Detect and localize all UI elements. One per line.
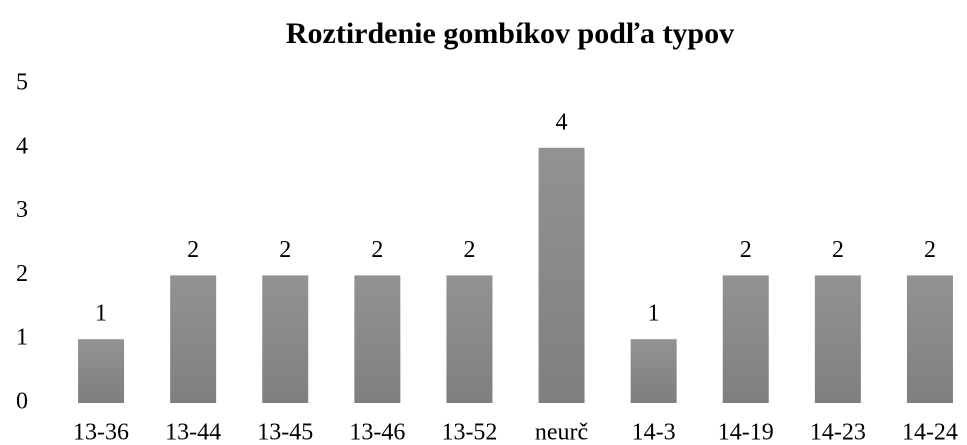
bar: [630, 339, 677, 403]
x-tick-label: 14-19: [718, 420, 774, 445]
bar: [170, 275, 217, 403]
data-label: 4: [556, 109, 568, 135]
data-label: 2: [371, 237, 383, 263]
data-label: 1: [648, 301, 660, 327]
x-tick-label: 13-46: [349, 420, 405, 445]
x-tick-label: 14-3: [632, 420, 676, 445]
bar: [814, 275, 861, 403]
x-tick-label: 14-23: [810, 420, 866, 445]
bar: [78, 339, 125, 403]
bar: [354, 275, 401, 403]
y-tick-label: 2: [16, 261, 28, 287]
data-label: 2: [463, 237, 475, 263]
x-tick-label: 13-52: [441, 420, 497, 445]
y-tick-label: 0: [16, 389, 28, 415]
bar: [262, 275, 309, 403]
bar: [538, 147, 585, 403]
bar: [906, 275, 953, 403]
x-tick-label: neurč: [535, 420, 588, 445]
y-tick-label: 5: [16, 70, 28, 96]
data-label: 2: [832, 237, 844, 263]
data-label: 2: [279, 237, 291, 263]
bar: [446, 275, 493, 403]
y-tick-label: 1: [16, 325, 28, 351]
bar: [722, 275, 769, 403]
x-tick-label: 14-24: [902, 420, 958, 445]
data-label: 2: [740, 237, 752, 263]
chart-title: Roztirdenie gombíkov podľa typov: [286, 17, 734, 50]
data-label: 2: [924, 237, 936, 263]
y-tick-label: 4: [16, 133, 28, 159]
y-tick-label: 3: [16, 197, 28, 223]
x-tick-label: 13-36: [73, 420, 129, 445]
x-tick-label: 13-44: [165, 420, 221, 445]
data-label: 1: [95, 301, 107, 327]
x-tick-label: 13-45: [257, 420, 313, 445]
data-label: 2: [187, 237, 199, 263]
